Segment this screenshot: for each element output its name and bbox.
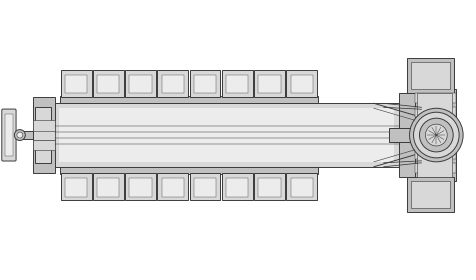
FancyBboxPatch shape	[290, 74, 313, 94]
FancyBboxPatch shape	[416, 94, 452, 177]
FancyBboxPatch shape	[93, 70, 124, 97]
FancyBboxPatch shape	[399, 94, 416, 177]
Circle shape	[419, 118, 453, 152]
FancyBboxPatch shape	[286, 70, 317, 97]
Circle shape	[17, 132, 23, 138]
FancyBboxPatch shape	[15, 131, 33, 139]
FancyBboxPatch shape	[5, 114, 13, 156]
FancyBboxPatch shape	[162, 74, 184, 94]
FancyBboxPatch shape	[97, 74, 119, 94]
FancyBboxPatch shape	[415, 135, 456, 145]
FancyBboxPatch shape	[226, 74, 248, 94]
FancyBboxPatch shape	[158, 173, 188, 200]
FancyBboxPatch shape	[33, 130, 55, 141]
Circle shape	[409, 108, 463, 162]
FancyBboxPatch shape	[222, 173, 253, 200]
FancyBboxPatch shape	[194, 178, 216, 197]
FancyBboxPatch shape	[407, 177, 454, 213]
FancyBboxPatch shape	[129, 74, 152, 94]
FancyBboxPatch shape	[35, 107, 50, 121]
FancyBboxPatch shape	[55, 103, 398, 167]
FancyBboxPatch shape	[129, 178, 152, 197]
FancyBboxPatch shape	[59, 108, 394, 162]
FancyBboxPatch shape	[33, 97, 55, 173]
FancyBboxPatch shape	[389, 128, 418, 143]
FancyBboxPatch shape	[158, 70, 188, 97]
FancyBboxPatch shape	[35, 149, 50, 163]
FancyBboxPatch shape	[93, 173, 124, 200]
FancyBboxPatch shape	[415, 89, 456, 181]
FancyBboxPatch shape	[61, 173, 91, 200]
FancyBboxPatch shape	[61, 70, 91, 97]
FancyBboxPatch shape	[222, 70, 253, 97]
FancyBboxPatch shape	[415, 149, 456, 159]
Circle shape	[414, 112, 459, 158]
FancyBboxPatch shape	[189, 70, 220, 97]
FancyBboxPatch shape	[194, 74, 216, 94]
FancyBboxPatch shape	[65, 74, 87, 94]
FancyBboxPatch shape	[415, 121, 456, 131]
FancyBboxPatch shape	[162, 178, 184, 197]
FancyBboxPatch shape	[226, 178, 248, 197]
FancyBboxPatch shape	[411, 181, 450, 208]
FancyBboxPatch shape	[258, 74, 281, 94]
FancyBboxPatch shape	[415, 94, 456, 103]
FancyBboxPatch shape	[286, 173, 317, 200]
FancyBboxPatch shape	[407, 58, 454, 94]
FancyBboxPatch shape	[33, 120, 55, 130]
FancyBboxPatch shape	[258, 178, 281, 197]
FancyBboxPatch shape	[60, 96, 318, 103]
FancyBboxPatch shape	[415, 163, 456, 173]
FancyBboxPatch shape	[411, 62, 450, 89]
FancyBboxPatch shape	[65, 178, 87, 197]
FancyBboxPatch shape	[125, 173, 156, 200]
FancyBboxPatch shape	[97, 178, 119, 197]
FancyBboxPatch shape	[125, 70, 156, 97]
Circle shape	[426, 124, 447, 146]
FancyBboxPatch shape	[254, 173, 285, 200]
FancyBboxPatch shape	[415, 107, 456, 117]
FancyBboxPatch shape	[290, 178, 313, 197]
FancyBboxPatch shape	[60, 167, 318, 174]
FancyBboxPatch shape	[33, 139, 55, 150]
FancyBboxPatch shape	[254, 70, 285, 97]
FancyBboxPatch shape	[2, 109, 16, 161]
Circle shape	[14, 130, 25, 141]
FancyBboxPatch shape	[189, 173, 220, 200]
